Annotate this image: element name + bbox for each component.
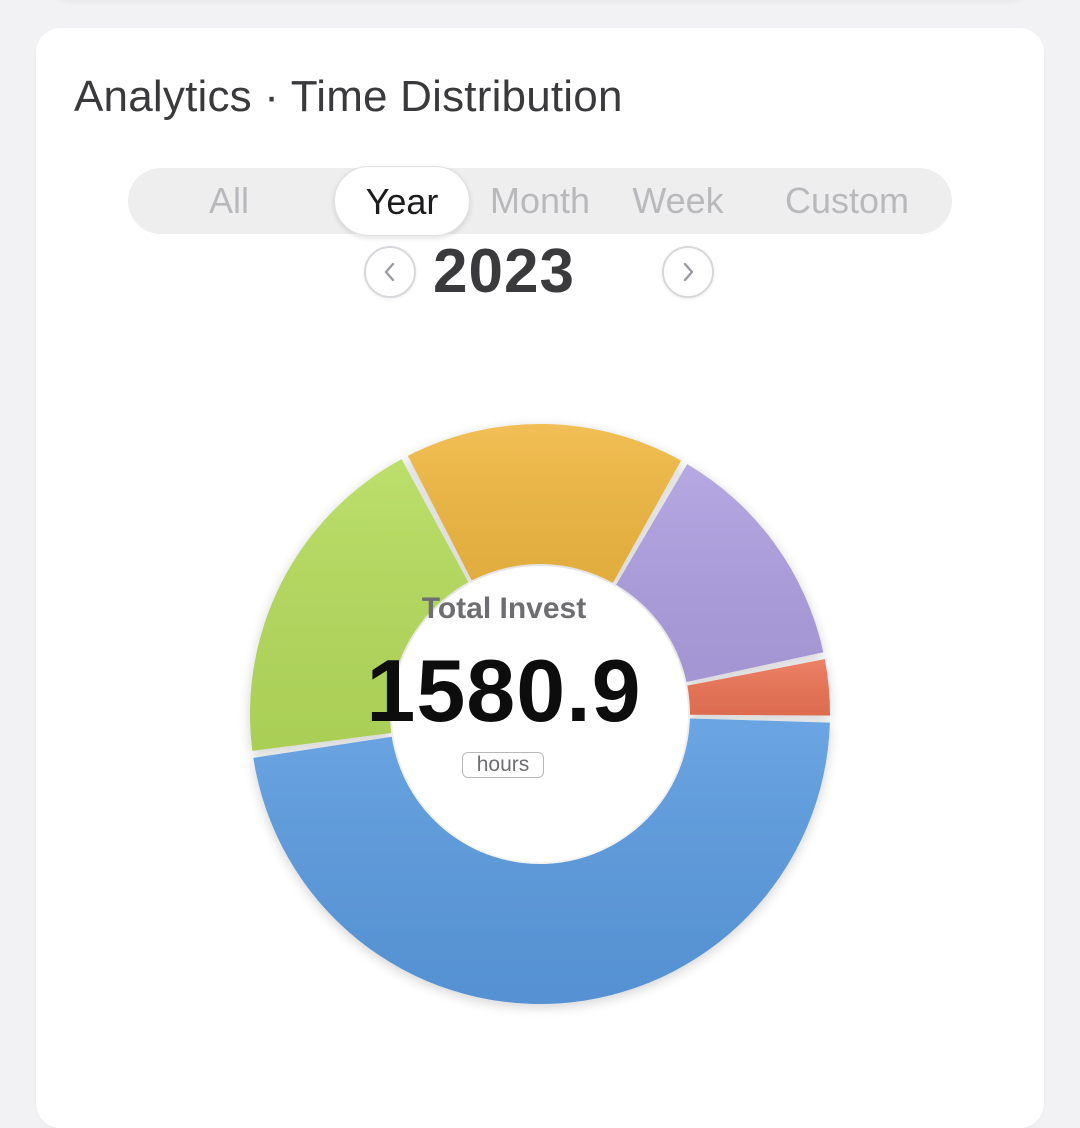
next-period-button[interactable] — [662, 246, 714, 298]
card-title: Analytics · Time Distribution — [74, 72, 623, 121]
donut-center — [392, 566, 688, 862]
total-label: Total Invest — [421, 592, 587, 625]
donut-slice-shade-1 — [253, 718, 830, 1004]
previous-period-button[interactable] — [364, 246, 416, 298]
unit-badge: hours — [462, 752, 544, 778]
donut-slice-shade-4 — [616, 464, 824, 683]
donut-slice-shade-2 — [250, 459, 469, 751]
segment-month[interactable]: Month — [489, 180, 591, 221]
donut-slice-shade-3 — [407, 424, 682, 583]
chevron-left-icon — [384, 262, 395, 282]
period-segmented-control: All Year Month Week Custom — [128, 166, 952, 236]
total-value: 1580.9 — [366, 641, 642, 740]
segment-week[interactable]: Week — [632, 180, 724, 221]
segment-custom[interactable]: Custom — [784, 180, 910, 221]
segment-all[interactable]: All — [208, 180, 249, 221]
donut-chart — [250, 424, 830, 1004]
donut-slice-shade-5 — [687, 659, 830, 716]
segment-year[interactable]: Year — [334, 166, 470, 236]
period-value: 2023 — [433, 237, 575, 306]
chevron-right-icon — [683, 262, 694, 282]
